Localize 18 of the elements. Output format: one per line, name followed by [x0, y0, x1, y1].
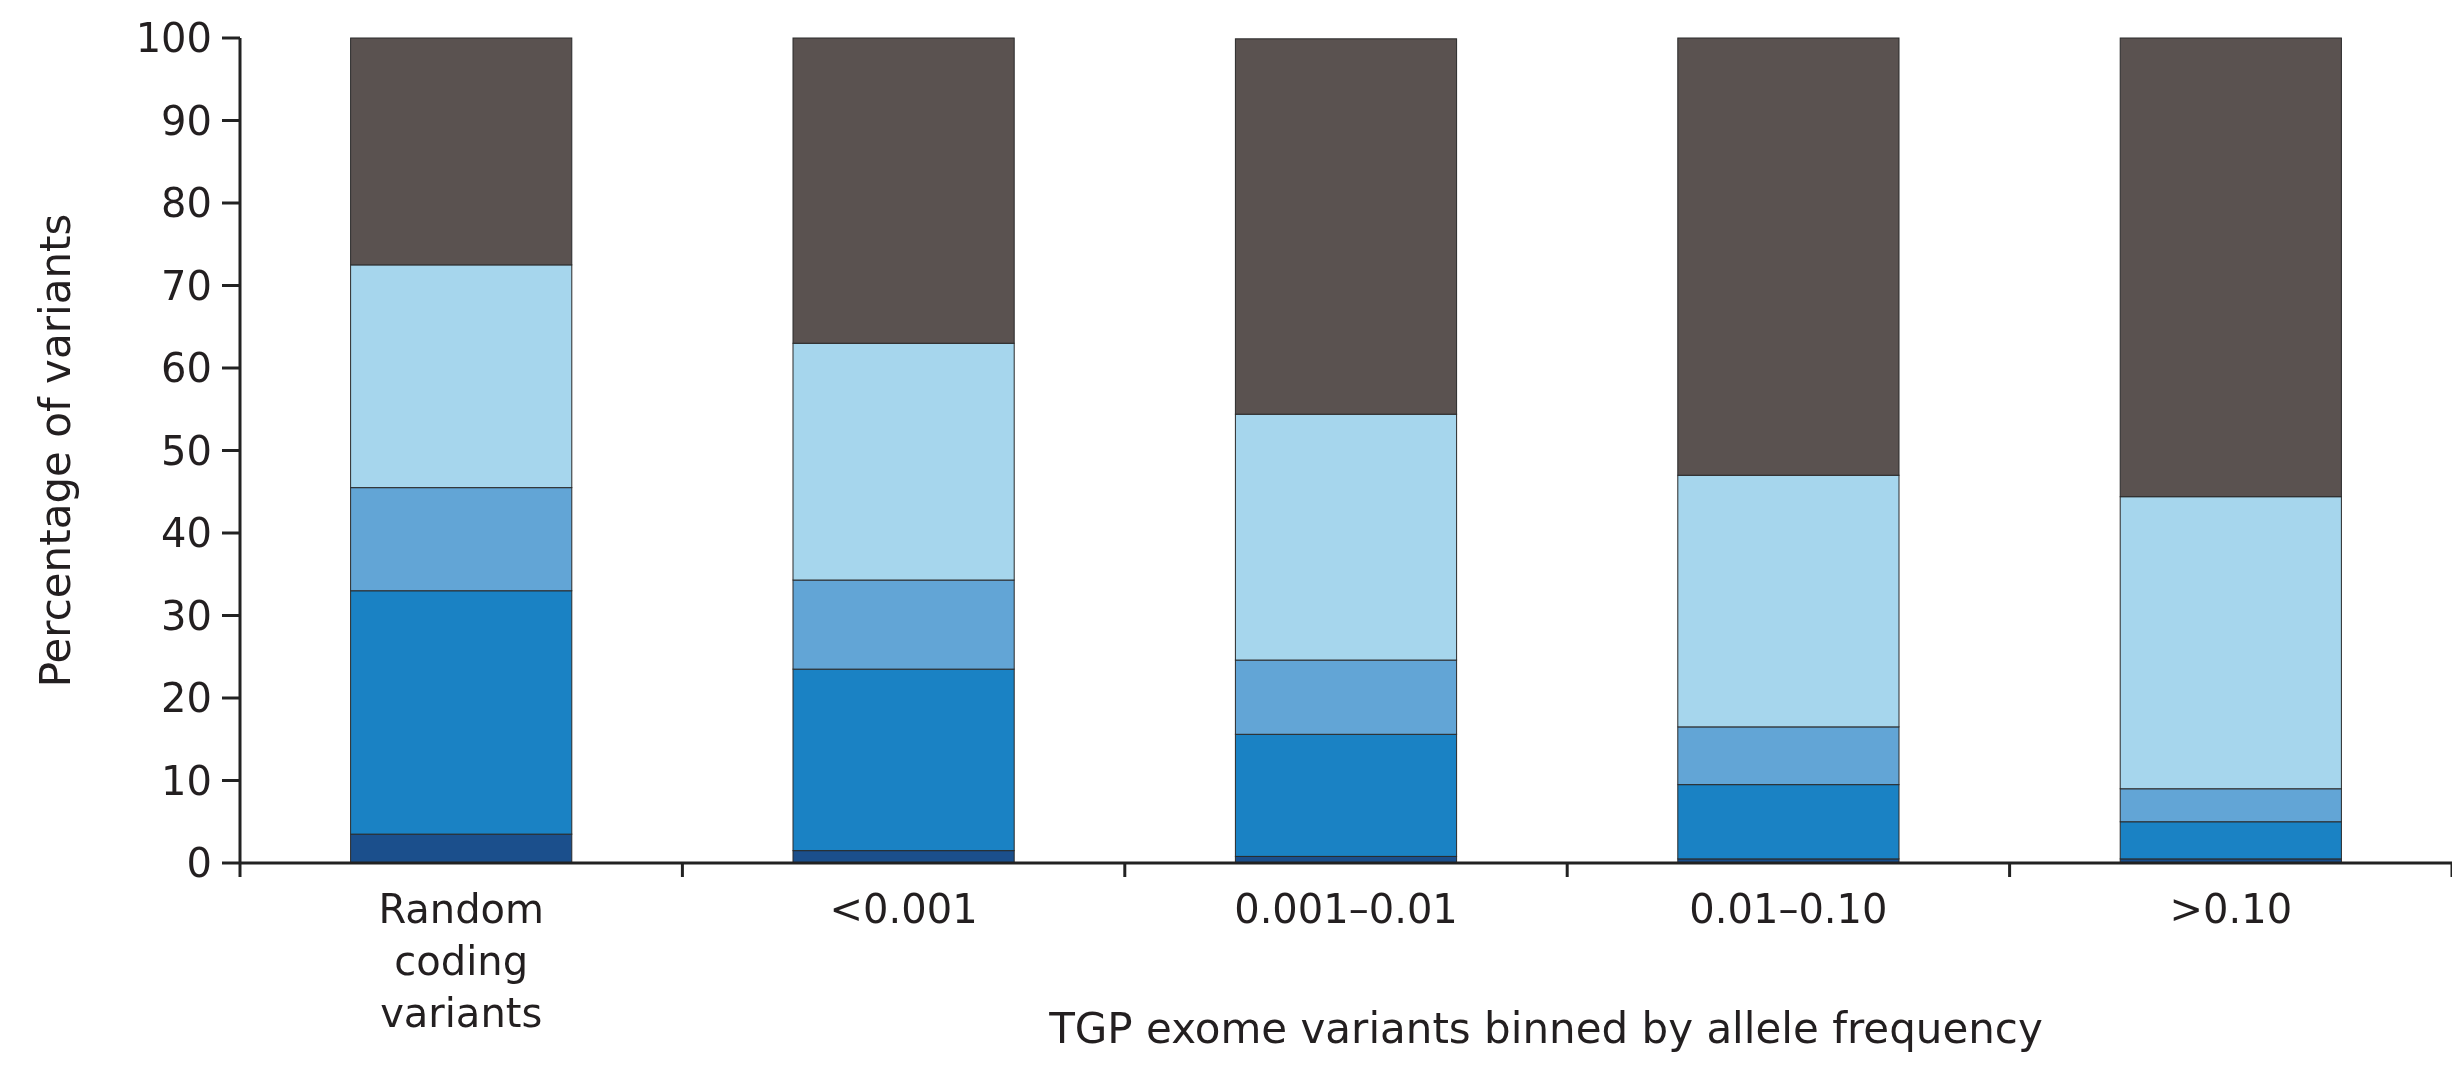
y-tick-label: 10 — [161, 757, 212, 804]
y-tick-label: 20 — [161, 675, 212, 721]
y-tick-label: 100 — [135, 15, 212, 61]
y-tick-label: 70 — [161, 262, 212, 309]
x-tick-label: >0.10 — [2169, 886, 2293, 932]
x-tick-label: <0.001 — [829, 886, 978, 932]
y-tick-label: 60 — [161, 345, 212, 391]
y-tick-label: 90 — [161, 97, 212, 144]
y-tick-label: 30 — [161, 592, 212, 639]
y-tick-label: 80 — [161, 180, 212, 226]
x-tick-label: Random coding variants — [378, 886, 544, 1036]
x-tick-label: 0.01–0.10 — [1689, 886, 1888, 932]
x-axis-title: TGP exome variants binned by allele frequency — [1048, 1004, 2043, 1053]
y-axis-title: Percentage of variants — [31, 213, 80, 688]
y-tick-label: 0 — [186, 840, 212, 886]
y-tick-label: 50 — [161, 427, 212, 474]
y-tick-label: 40 — [161, 510, 212, 556]
x-tick-label: 0.001–0.01 — [1234, 886, 1458, 932]
